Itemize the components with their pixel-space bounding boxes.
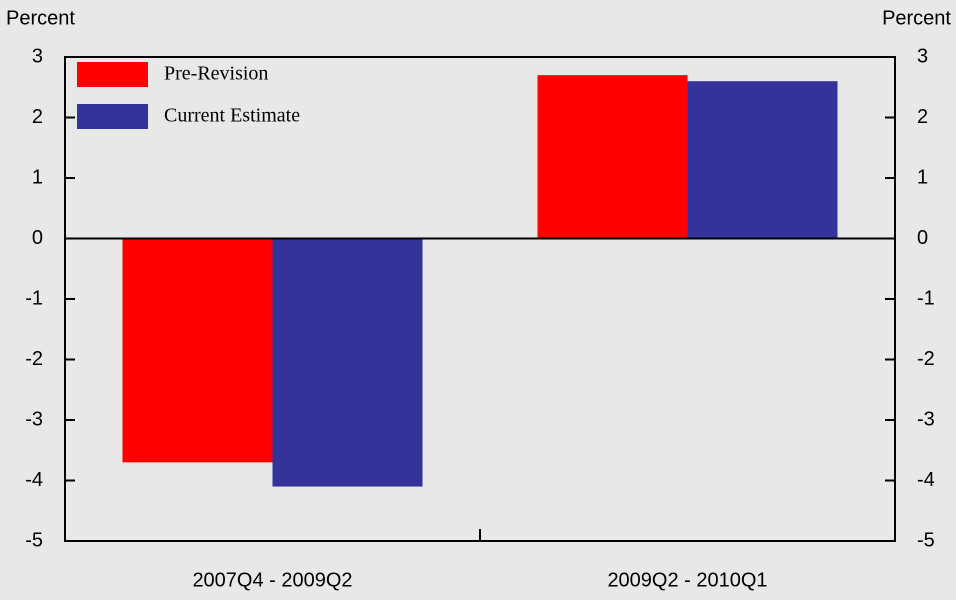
- y2-tick-label: 1: [917, 166, 928, 188]
- x-tick-label: 2007Q4 - 2009Q2: [192, 569, 352, 591]
- y-tick-label: 2: [32, 106, 43, 128]
- legend-label: Current Estimate: [164, 105, 300, 127]
- bar: [687, 81, 838, 239]
- y-tick-label: -3: [25, 408, 43, 430]
- y2-tick-label: -2: [917, 348, 935, 370]
- bar: [272, 238, 423, 487]
- legend-swatch: [77, 104, 148, 129]
- y-tick-label: 0: [32, 227, 43, 249]
- y2-tick-label: 3: [917, 45, 928, 67]
- y2-tick-label: 0: [917, 227, 928, 249]
- legend-label: Pre-Revision: [164, 63, 268, 85]
- y-tick-label: 1: [32, 166, 43, 188]
- y-tick-label: -2: [25, 348, 43, 370]
- y-tick-label: -5: [25, 529, 43, 551]
- legend-swatch: [77, 62, 148, 87]
- y-tick-label: 3: [32, 45, 43, 67]
- y-axis-label: Percent: [6, 7, 75, 29]
- y2-tick-label: 2: [917, 106, 928, 128]
- y2-axis-label: Percent: [882, 7, 951, 29]
- y2-tick-label: -1: [917, 287, 935, 309]
- x-tick-label: 2009Q2 - 2010Q1: [607, 569, 767, 591]
- bar: [122, 238, 273, 463]
- y-tick-label: -4: [25, 469, 43, 491]
- y2-tick-label: -5: [917, 529, 935, 551]
- y-tick-label: -1: [25, 287, 43, 309]
- bar: [537, 75, 688, 239]
- y2-tick-label: -4: [917, 469, 935, 491]
- y2-tick-label: -3: [917, 408, 935, 430]
